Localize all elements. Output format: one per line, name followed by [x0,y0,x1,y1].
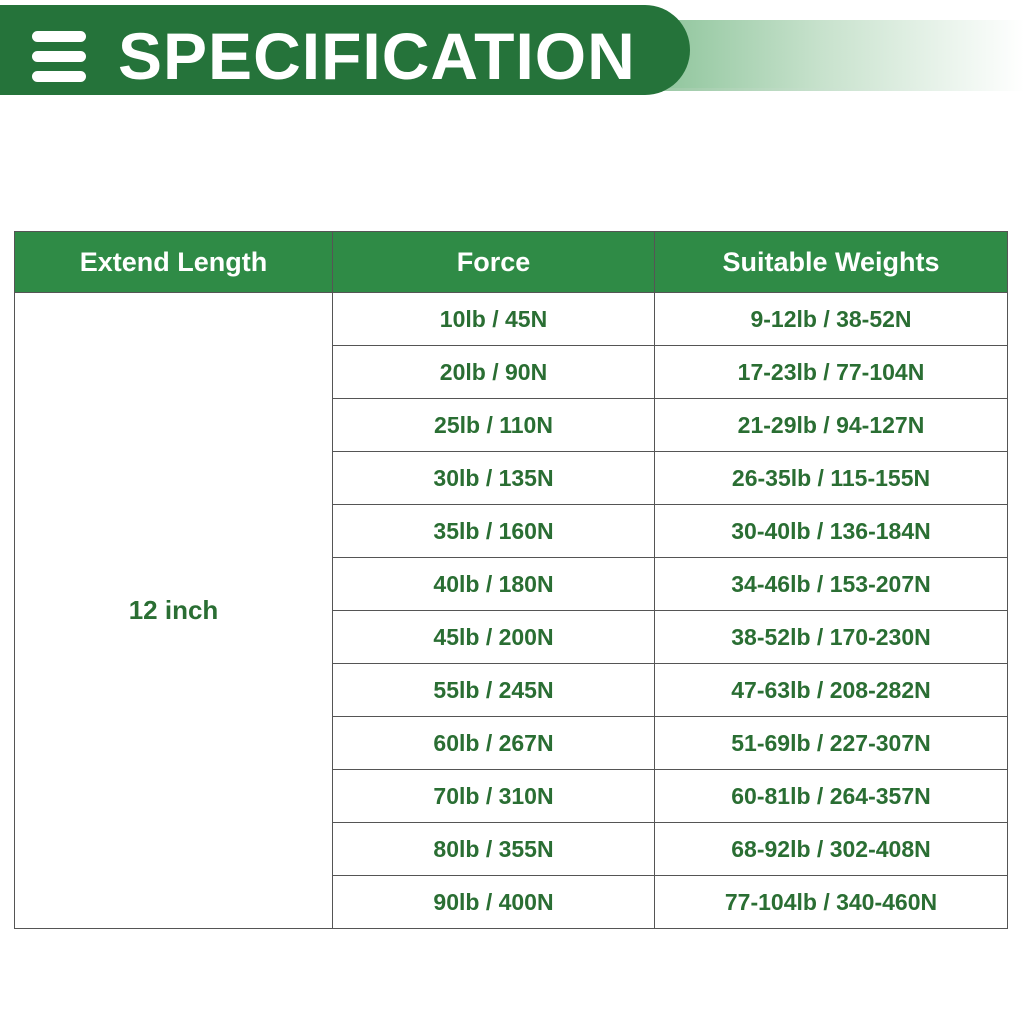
table-row: 40lb / 180N 34-46lb / 153-207N [15,557,1008,611]
header-suitable-weights: Suitable Weights [654,231,1008,293]
force-cell: 30lb / 135N [332,451,655,505]
weights-cell: 30-40lb / 136-184N [654,504,1008,558]
table-row: 90lb / 400N 77-104lb / 340-460N [15,875,1008,929]
spec-table: Extend Length Force Suitable Weights 12 … [14,231,1008,929]
force-cell: 40lb / 180N [332,557,655,611]
table-row: 20lb / 90N 17-23lb / 77-104N [15,345,1008,399]
page-title: SPECIFICATION [118,19,636,93]
table-row: 45lb / 200N 38-52lb / 170-230N [15,610,1008,664]
weights-cell: 47-63lb / 208-282N [654,663,1008,717]
weights-cell: 9-12lb / 38-52N [654,292,1008,346]
force-cell: 10lb / 45N [332,292,655,346]
force-cell: 35lb / 160N [332,504,655,558]
header-gradient [660,20,1024,88]
table-header-row: Extend Length Force Suitable Weights [14,231,1008,293]
force-cell: 45lb / 200N [332,610,655,664]
table-row: 12 inch 10lb / 45N 9-12lb / 38-52N [14,292,1008,929]
force-cell: 55lb / 245N [332,663,655,717]
header-gradient-line [660,88,1024,91]
weights-cell: 51-69lb / 227-307N [654,716,1008,770]
weights-cell: 38-52lb / 170-230N [654,610,1008,664]
weights-cell: 21-29lb / 94-127N [654,398,1008,452]
force-cell: 60lb / 267N [332,716,655,770]
force-cell: 70lb / 310N [332,769,655,823]
header-banner: SPECIFICATION [0,5,690,95]
weights-cell: 68-92lb / 302-408N [654,822,1008,876]
extend-length-cell: 12 inch [14,292,333,929]
table-row: 80lb / 355N 68-92lb / 302-408N [15,822,1008,876]
table-row: 55lb / 245N 47-63lb / 208-282N [15,663,1008,717]
table-row: 70lb / 310N 60-81lb / 264-357N [15,769,1008,823]
force-cell: 25lb / 110N [332,398,655,452]
force-cell: 20lb / 90N [332,345,655,399]
weights-cell: 34-46lb / 153-207N [654,557,1008,611]
menu-icon [32,31,86,91]
header-extend-length: Extend Length [14,231,333,293]
weights-cell: 26-35lb / 115-155N [654,451,1008,505]
weights-cell: 77-104lb / 340-460N [654,875,1008,929]
weights-cell: 17-23lb / 77-104N [654,345,1008,399]
force-cell: 80lb / 355N [332,822,655,876]
weights-cell: 60-81lb / 264-357N [654,769,1008,823]
force-cell: 90lb / 400N [332,875,655,929]
header-force: Force [332,231,655,293]
table-row: 60lb / 267N 51-69lb / 227-307N [15,716,1008,770]
